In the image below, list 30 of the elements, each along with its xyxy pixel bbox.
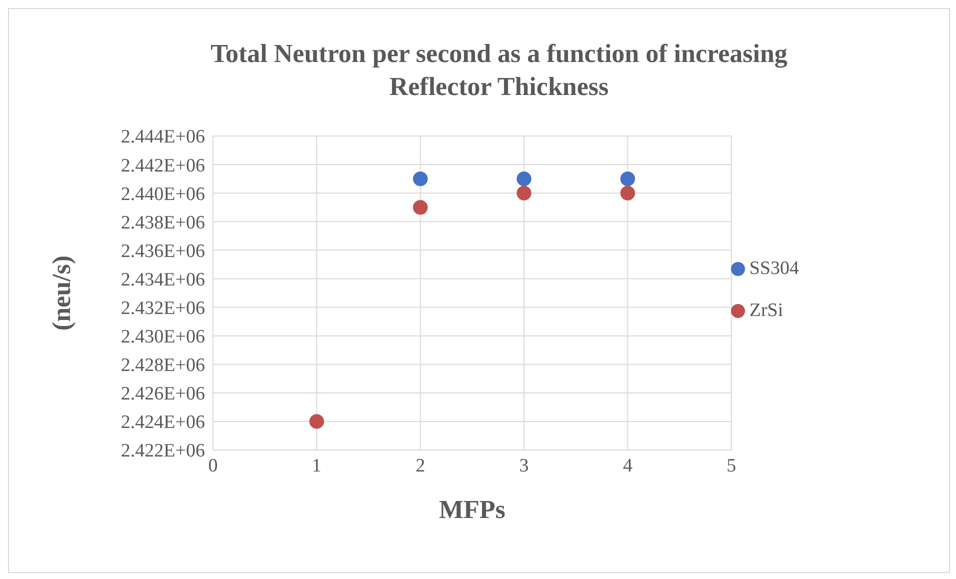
point (412, 200, 428, 215)
y-tick-label: 2.424E+06 (120, 412, 205, 434)
y-tick-label: 2.442E+06 (120, 155, 205, 176)
x-tick-label: 2 (416, 455, 426, 476)
x-tick-label: 3 (519, 455, 529, 476)
y-tick-label: 2.440E+06 (120, 184, 205, 205)
y-tick-label: 2.438E+06 (120, 212, 205, 234)
y-tick-label: 2.444E+06 (120, 126, 205, 148)
point (412, 171, 428, 186)
y-tick-label: 2.422E+06 (120, 440, 205, 462)
y-tick-label: 2.432E+06 (120, 298, 205, 320)
x-axis-title: MFPs (438, 495, 506, 524)
x-tick-label: 1 (312, 455, 322, 476)
y-tick-label: 2.434E+06 (120, 269, 205, 290)
legend-label: ZrSi (749, 300, 784, 320)
y-tick-label: 2.428E+06 (120, 355, 205, 376)
x-tick-label: 5 (726, 455, 736, 476)
point (516, 186, 532, 200)
point (620, 186, 636, 200)
x-tick-label: 4 (622, 455, 633, 476)
y-tick-label: 2.430E+06 (120, 326, 205, 348)
point (620, 171, 636, 186)
x-tick-label: 0 (208, 455, 218, 476)
chart-title: Total Neutron per second as a function of increasing Reflector Thickness (210, 38, 788, 103)
y-tick-label: 2.436E+06 (120, 240, 205, 262)
point (516, 171, 532, 186)
y-tick-label: 2.426E+06 (120, 384, 205, 405)
y-axis-title: (neu/s) (47, 255, 76, 331)
legend-label: SS304 (749, 258, 799, 278)
point (309, 414, 324, 429)
